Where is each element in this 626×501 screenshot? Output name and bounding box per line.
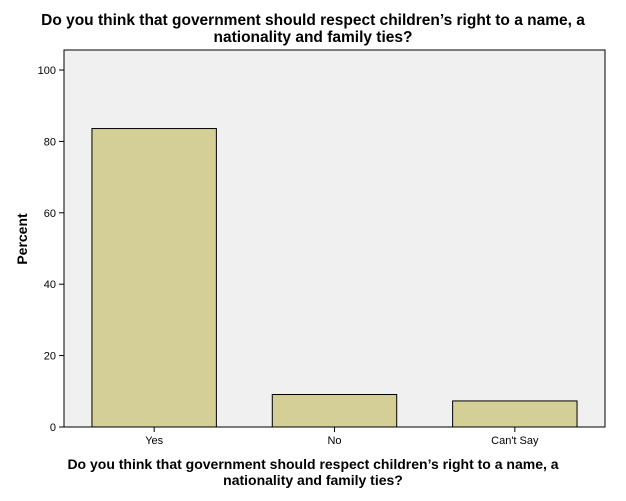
y-tick-label-4: 80 <box>44 136 56 148</box>
axes-layer: 0 20 40 60 80 100 Yes No Can't Say <box>38 50 539 447</box>
x-tick-label-2: Can't Say <box>491 435 539 447</box>
x-tick-label-1: No <box>327 435 341 447</box>
y-tick-label-0: 0 <box>50 422 56 434</box>
chart-title: Do you think that government should resp… <box>0 12 626 46</box>
x-tick-label-0: Yes <box>145 435 163 447</box>
bars-layer <box>91 128 578 428</box>
x-axis-title-line-2: nationality and family ties? <box>223 472 403 488</box>
y-tick-label-3: 60 <box>44 208 56 220</box>
chart-title-line-2: nationality and family ties? <box>213 29 413 46</box>
bar-1 <box>271 394 398 428</box>
y-axis-title: Percent <box>14 213 30 265</box>
chart-title-line-1: Do you think that government should resp… <box>41 12 585 29</box>
x-axis-title: Do you think that government should resp… <box>0 456 626 488</box>
y-tick-label-5: 100 <box>38 65 56 77</box>
bar-2 <box>452 400 578 428</box>
y-tick-label-1: 20 <box>44 351 56 363</box>
y-tick-label-2: 40 <box>44 279 56 291</box>
x-axis-title-line-1: Do you think that government should resp… <box>67 456 559 472</box>
bar-0 <box>91 128 217 428</box>
